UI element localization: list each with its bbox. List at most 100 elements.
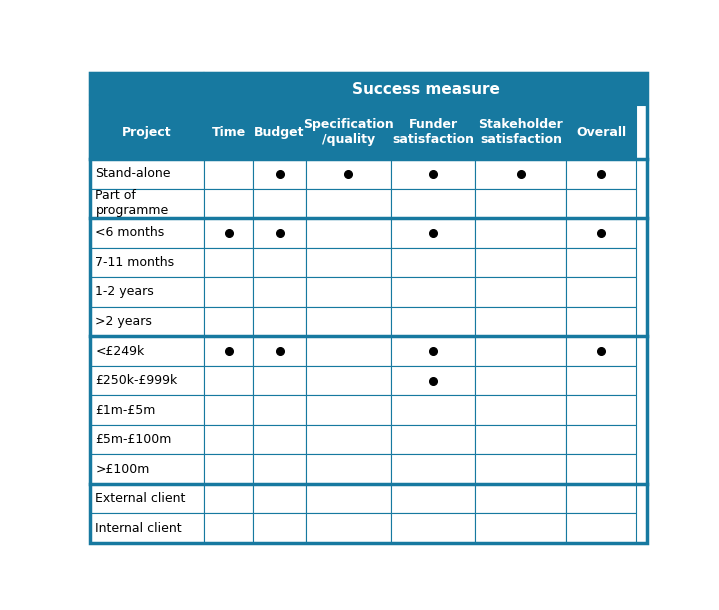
Text: Success measure: Success measure (352, 82, 500, 96)
FancyBboxPatch shape (475, 484, 567, 514)
FancyBboxPatch shape (475, 454, 567, 484)
FancyBboxPatch shape (567, 248, 636, 277)
FancyBboxPatch shape (391, 188, 475, 218)
FancyBboxPatch shape (90, 454, 204, 484)
FancyBboxPatch shape (204, 218, 253, 248)
FancyBboxPatch shape (90, 188, 204, 218)
Text: Funder
satisfaction: Funder satisfaction (392, 118, 474, 146)
FancyBboxPatch shape (204, 484, 253, 514)
FancyBboxPatch shape (306, 105, 391, 159)
FancyBboxPatch shape (567, 218, 636, 248)
Text: Budget: Budget (255, 126, 305, 138)
FancyBboxPatch shape (475, 277, 567, 307)
FancyBboxPatch shape (306, 336, 391, 366)
Text: >2 years: >2 years (96, 315, 152, 328)
Text: Overall: Overall (576, 126, 626, 138)
FancyBboxPatch shape (204, 105, 253, 159)
FancyBboxPatch shape (567, 484, 636, 514)
FancyBboxPatch shape (253, 159, 306, 188)
FancyBboxPatch shape (253, 425, 306, 454)
FancyBboxPatch shape (253, 484, 306, 514)
FancyBboxPatch shape (567, 454, 636, 484)
FancyBboxPatch shape (475, 248, 567, 277)
FancyBboxPatch shape (475, 425, 567, 454)
Text: Part of
programme: Part of programme (96, 190, 169, 217)
FancyBboxPatch shape (391, 514, 475, 543)
FancyBboxPatch shape (567, 425, 636, 454)
FancyBboxPatch shape (90, 484, 204, 514)
FancyBboxPatch shape (475, 105, 567, 159)
FancyBboxPatch shape (204, 159, 253, 188)
FancyBboxPatch shape (391, 336, 475, 366)
FancyBboxPatch shape (253, 307, 306, 336)
FancyBboxPatch shape (391, 277, 475, 307)
FancyBboxPatch shape (90, 218, 204, 248)
FancyBboxPatch shape (253, 514, 306, 543)
FancyBboxPatch shape (567, 188, 636, 218)
FancyBboxPatch shape (475, 366, 567, 395)
FancyBboxPatch shape (391, 395, 475, 425)
Text: 7-11 months: 7-11 months (96, 256, 175, 269)
FancyBboxPatch shape (253, 395, 306, 425)
FancyBboxPatch shape (567, 366, 636, 395)
FancyBboxPatch shape (204, 366, 253, 395)
FancyBboxPatch shape (306, 159, 391, 188)
FancyBboxPatch shape (90, 73, 204, 105)
Text: Time: Time (211, 126, 246, 138)
FancyBboxPatch shape (306, 277, 391, 307)
Text: Stand-alone: Stand-alone (96, 167, 171, 181)
FancyBboxPatch shape (90, 514, 204, 543)
FancyBboxPatch shape (391, 105, 475, 159)
FancyBboxPatch shape (475, 159, 567, 188)
Text: £5m-£100m: £5m-£100m (96, 433, 172, 446)
Text: <£249k: <£249k (96, 345, 145, 357)
FancyBboxPatch shape (475, 218, 567, 248)
FancyBboxPatch shape (306, 188, 391, 218)
FancyBboxPatch shape (306, 218, 391, 248)
Text: >£100m: >£100m (96, 462, 150, 476)
FancyBboxPatch shape (204, 395, 253, 425)
FancyBboxPatch shape (253, 366, 306, 395)
FancyBboxPatch shape (567, 307, 636, 336)
Text: 1-2 years: 1-2 years (96, 285, 154, 298)
FancyBboxPatch shape (204, 73, 647, 105)
FancyBboxPatch shape (567, 105, 636, 159)
FancyBboxPatch shape (391, 307, 475, 336)
FancyBboxPatch shape (391, 366, 475, 395)
FancyBboxPatch shape (204, 188, 253, 218)
FancyBboxPatch shape (391, 159, 475, 188)
FancyBboxPatch shape (90, 395, 204, 425)
FancyBboxPatch shape (253, 454, 306, 484)
Text: Project: Project (122, 126, 172, 138)
FancyBboxPatch shape (475, 188, 567, 218)
FancyBboxPatch shape (204, 277, 253, 307)
Text: £250k-£999k: £250k-£999k (96, 374, 178, 387)
FancyBboxPatch shape (475, 307, 567, 336)
FancyBboxPatch shape (475, 395, 567, 425)
FancyBboxPatch shape (306, 366, 391, 395)
Text: Stakeholder
satisfaction: Stakeholder satisfaction (479, 118, 563, 146)
FancyBboxPatch shape (391, 248, 475, 277)
FancyBboxPatch shape (90, 336, 204, 366)
FancyBboxPatch shape (567, 159, 636, 188)
FancyBboxPatch shape (204, 454, 253, 484)
FancyBboxPatch shape (391, 454, 475, 484)
FancyBboxPatch shape (253, 277, 306, 307)
FancyBboxPatch shape (90, 307, 204, 336)
FancyBboxPatch shape (306, 425, 391, 454)
Text: Specification
/quality: Specification /quality (303, 118, 394, 146)
FancyBboxPatch shape (90, 277, 204, 307)
FancyBboxPatch shape (567, 514, 636, 543)
FancyBboxPatch shape (253, 188, 306, 218)
FancyBboxPatch shape (306, 248, 391, 277)
FancyBboxPatch shape (391, 218, 475, 248)
FancyBboxPatch shape (253, 248, 306, 277)
FancyBboxPatch shape (90, 248, 204, 277)
Text: Internal client: Internal client (96, 522, 182, 534)
FancyBboxPatch shape (253, 105, 306, 159)
FancyBboxPatch shape (567, 277, 636, 307)
FancyBboxPatch shape (204, 514, 253, 543)
Text: £1m-£5m: £1m-£5m (96, 404, 156, 417)
FancyBboxPatch shape (253, 336, 306, 366)
FancyBboxPatch shape (90, 425, 204, 454)
